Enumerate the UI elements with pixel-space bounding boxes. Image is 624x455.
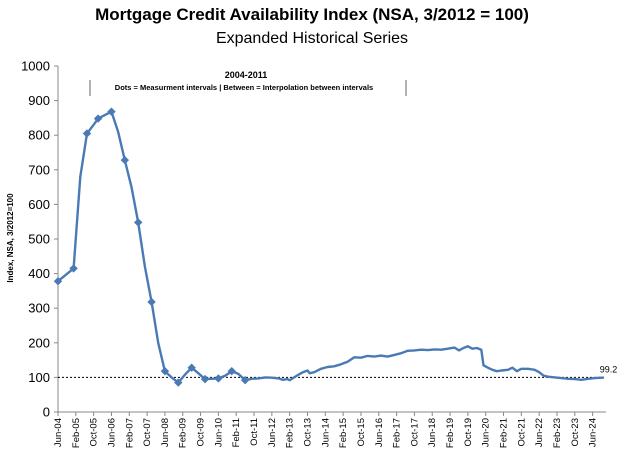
x-tick-label: Oct-15	[356, 418, 367, 447]
y-tick-label: 0	[43, 405, 50, 420]
x-tick-label: Feb-13	[285, 418, 296, 448]
y-tick-label: 600	[28, 197, 50, 212]
y-axis: 0 100 200 300 400 500 600 700 800 900 1000	[21, 59, 59, 420]
x-tick-label: Oct-07	[142, 418, 153, 447]
data-point-marker	[82, 129, 92, 138]
y-axis-label: Index, NSA, 3/2012=100	[6, 193, 15, 283]
x-tick-label: Jun-14	[320, 418, 331, 447]
x-tick-label: Oct-11	[249, 418, 260, 446]
y-tick-label: 1000	[21, 59, 50, 74]
y-tick-label: 100	[28, 370, 50, 385]
series-line	[57, 110, 604, 384]
x-tick-label: Oct-23	[570, 418, 581, 447]
data-point-marker	[200, 374, 210, 384]
y-tick-label: 300	[28, 301, 50, 316]
data-point-marker	[240, 375, 250, 385]
x-tick-label: Jun-24	[588, 418, 599, 447]
x-tick-label: Jun-20	[481, 418, 492, 447]
x-tick-label: Feb-15	[338, 418, 349, 448]
x-tick-label: Jun-08	[160, 418, 171, 447]
x-tick-label: Jun-10	[213, 418, 224, 447]
x-tick-label: Jun-18	[427, 418, 438, 447]
x-tick-label: Feb-21	[499, 418, 510, 448]
x-tick-label: Feb-19	[445, 418, 456, 448]
data-point-marker	[160, 366, 170, 376]
x-tick-label: Oct-09	[196, 418, 207, 447]
y-tick-label: 400	[28, 266, 50, 281]
x-axis: Jun-04 Feb-05 Oct-05 Jun-06 Feb-07 Oct-07 Jun-…	[53, 411, 606, 448]
data-point-marker	[147, 297, 156, 307]
end-value-label: 99.2	[600, 365, 618, 375]
data-point-marker	[227, 366, 236, 376]
data-point-marker	[214, 374, 223, 383]
data-point-marker	[107, 107, 116, 116]
x-tick-label: Jun-06	[106, 418, 117, 447]
x-tick-label: Oct-19	[463, 418, 474, 447]
y-tick-label: 800	[28, 128, 50, 143]
x-tick-label: Jun-04	[53, 418, 64, 447]
series-markers	[53, 107, 250, 387]
x-tick-label: Oct-21	[516, 418, 527, 447]
x-tick-label: Feb-05	[71, 418, 82, 448]
x-tick-label: Oct-13	[302, 418, 313, 447]
x-tick-label: Feb-23	[552, 418, 563, 448]
x-tick-label: Feb-17	[392, 418, 403, 448]
x-tick-label: Jun-16	[374, 418, 385, 447]
x-tick-label: Jun-22	[534, 418, 545, 447]
x-tick-label: Jun-12	[267, 418, 278, 447]
annotation-title: 2004-2011	[225, 70, 268, 80]
data-point-marker	[187, 363, 196, 372]
annotation-2004-2011: 2004-2011 Dots = Measurment intervals | …	[89, 70, 407, 96]
data-point-marker	[93, 114, 103, 123]
x-tick-label: Oct-05	[89, 418, 100, 447]
chart-subtitle: Expanded Historical Series	[216, 30, 408, 47]
y-tick-label: 700	[28, 162, 50, 177]
x-tick-label: Feb-07	[124, 418, 135, 448]
annotation-note: Dots = Measurment intervals | Between = …	[115, 83, 373, 92]
x-tick-label: Feb-09	[178, 418, 189, 448]
y-tick-label: 200	[28, 335, 50, 350]
chart-title: Mortgage Credit Availability Index (NSA,…	[95, 5, 529, 24]
data-point-marker	[53, 277, 63, 286]
y-tick-label: 900	[28, 93, 50, 108]
x-tick-label: Feb-11	[231, 418, 242, 447]
y-tick-label: 500	[28, 232, 50, 247]
data-point-marker	[174, 378, 183, 387]
data-point-marker	[133, 218, 143, 227]
data-point-marker	[120, 155, 130, 165]
data-point-marker	[69, 264, 78, 273]
x-tick-label: Oct-17	[409, 418, 420, 447]
